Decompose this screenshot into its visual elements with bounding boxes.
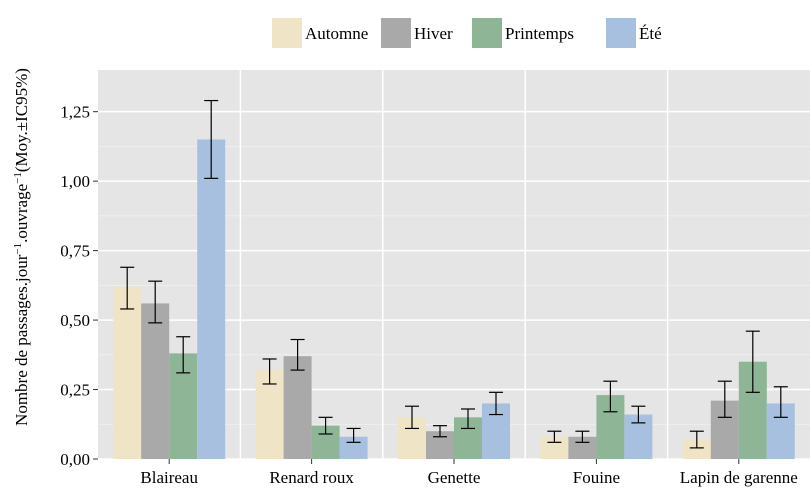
bar [682,439,711,459]
legend-swatch [272,18,302,48]
y-axis-label-superscript: −1 [12,243,24,255]
bar [197,139,226,459]
y-axis-label-superscript: −1 [12,172,24,184]
bars [113,139,795,459]
x-tick-label: Fouine [573,468,620,487]
bar [113,286,142,459]
y-tick-label: 0,00 [60,450,90,469]
legend-label: Printemps [505,24,574,43]
x-tick-label: Renard roux [269,468,354,487]
y-tick-label: 0,75 [60,242,90,261]
y-axis-label-part: Nombre de passages.jour [12,254,31,426]
legend: Automne Hiver Printemps Été [272,18,662,48]
legend-label: Été [639,24,662,43]
x-tick-label: Blaireau [140,468,198,487]
bar [255,370,284,459]
legend-label: Automne [305,24,368,43]
y-axis-label-part: (Moy.±IC95%) [12,68,31,172]
y-axis-label: Nombre de passages.jour−1.ouvrage−1(Moy.… [12,68,31,426]
legend-swatch [472,18,502,48]
y-axis: 0,00 0,25 0,50 0,75 1,00 1,25 [60,103,98,469]
legend-swatch [606,18,636,48]
bar [141,303,170,459]
x-axis: Blaireau Renard roux Genette Fouine Lapin de… [140,459,798,487]
legend-swatch [381,18,411,48]
error-bars [120,99,788,449]
y-tick-label: 0,25 [60,381,90,400]
x-tick-label: Lapin de garenne [680,468,798,487]
y-axis-label-part: .ouvrage [12,184,31,243]
y-tick-label: 0,50 [60,311,90,330]
y-tick-label: 1,00 [60,172,90,191]
bar [283,356,312,459]
y-tick-label: 1,25 [60,103,90,122]
legend-label: Hiver [414,24,453,43]
x-tick-label: Genette [428,468,481,487]
